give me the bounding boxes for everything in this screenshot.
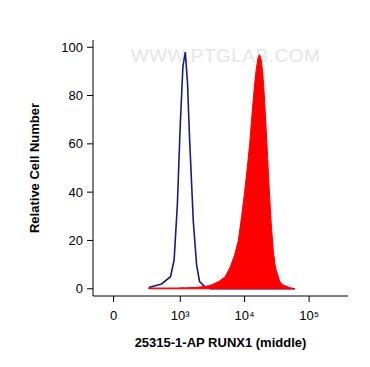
x-axis-label: 25315-1-AP RUNX1 (middle) [135,335,307,350]
x-tick [180,296,181,302]
x-tick-label: 0 [110,308,117,323]
x-axis [93,296,348,297]
y-tick [87,95,93,96]
line [149,52,295,289]
y-axis [93,40,94,296]
x-tick [309,296,310,302]
y-tick [87,288,93,289]
x-tick [244,296,245,302]
y-tick [87,240,93,241]
x-tick-label: 10⁴ [235,308,255,323]
x-tick [113,296,114,302]
watermark: WWW.PTGLAB.COM [131,45,321,66]
y-axis-label: Relative Cell Number [27,103,42,233]
y-tick-label: 20 [69,233,83,248]
y-tick [87,143,93,144]
y-tick [87,47,93,48]
y-tick-label: 80 [69,88,83,103]
area [149,54,295,288]
y-tick-label: 40 [69,185,83,200]
plot-area [149,52,295,289]
y-tick-label: 60 [69,136,83,151]
x-tick-label: 10⁵ [299,308,319,323]
y-tick [87,192,93,193]
y-tick-label: 0 [76,281,83,296]
chart: WWW.PTGLAB.COM 0 20 40 60 80 100 0 10³ 10⁴ 10⁵ 2531… [0,0,370,367]
x-tick-label: 10³ [171,308,190,323]
y-tick-label: 100 [61,40,83,55]
